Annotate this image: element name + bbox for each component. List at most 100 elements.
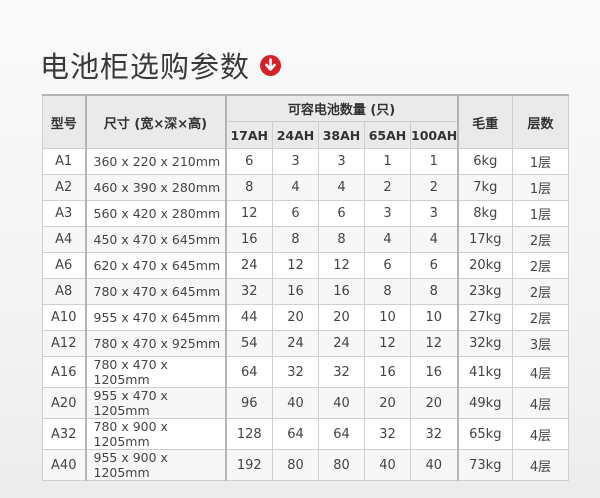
table-row: A16 780 x 470 x 1205mm 64 32 32 16 16 41kg 4层 xyxy=(42,356,570,388)
cell-layers: 2层 xyxy=(512,252,570,279)
cell-capacity: 16 xyxy=(225,226,273,253)
cell-weight: 6kg xyxy=(457,148,514,175)
header-capacity-17ah: 17AH xyxy=(225,121,273,149)
cell-capacity: 44 xyxy=(225,304,273,331)
page-title: 电池柜选购参数 xyxy=(40,44,282,86)
cell-capacity: 64 xyxy=(272,418,319,450)
cell-capacity: 64 xyxy=(318,418,365,450)
cell-capacity: 3 xyxy=(272,148,319,175)
cell-model: A3 xyxy=(42,200,87,227)
cell-weight: 49kg xyxy=(457,387,514,419)
cell-capacity: 32 xyxy=(364,418,411,450)
battery-cabinet-spec-table: 型号 尺寸 (宽×深×高) 可容电池数量 (只) 毛重 层数 17AH 24AH 3… xyxy=(42,94,570,481)
cell-model: A16 xyxy=(42,356,87,388)
cell-capacity: 64 xyxy=(225,356,273,388)
cell-layers: 3层 xyxy=(512,330,570,357)
cell-weight: 7kg xyxy=(457,174,514,201)
cell-capacity: 12 xyxy=(364,330,411,357)
cell-capacity: 20 xyxy=(364,387,411,419)
cell-layers: 4层 xyxy=(512,387,570,419)
cell-layers: 4层 xyxy=(512,449,570,481)
cell-capacity: 96 xyxy=(225,387,273,419)
table-row: A6 620 x 470 x 645mm 24 12 12 6 6 20kg 2层 xyxy=(42,252,570,279)
cell-capacity: 20 xyxy=(272,304,319,331)
cell-layers: 1层 xyxy=(512,174,570,201)
cell-model: A40 xyxy=(42,449,87,481)
table-row: A40 955 x 900 x 1205mm 192 80 80 40 40 73kg 4层 xyxy=(42,449,570,481)
table-row: A20 955 x 470 x 1205mm 96 40 40 20 20 49kg 4层 xyxy=(42,387,570,419)
cell-layers: 4层 xyxy=(512,356,570,388)
cell-weight: 17kg xyxy=(457,226,514,253)
cell-layers: 2层 xyxy=(512,226,570,253)
cell-capacity: 32 xyxy=(225,278,273,305)
cell-model: A1 xyxy=(42,148,87,175)
cell-capacity: 1 xyxy=(409,148,459,175)
cell-capacity: 6 xyxy=(225,148,273,175)
header-capacity-38ah: 38AH xyxy=(318,121,365,149)
cell-layers: 1层 xyxy=(512,148,570,175)
cell-capacity: 4 xyxy=(409,226,459,253)
cell-size: 955 x 470 x 1205mm xyxy=(85,387,227,419)
cell-size: 955 x 900 x 1205mm xyxy=(85,449,227,481)
cell-size: 560 x 420 x 280mm xyxy=(85,200,227,227)
cell-capacity: 12 xyxy=(318,252,365,279)
cell-weight: 73kg xyxy=(457,449,514,481)
cell-capacity: 16 xyxy=(364,356,411,388)
header-capacity-group: 可容电池数量 (只) xyxy=(224,94,459,122)
cell-capacity: 8 xyxy=(409,278,459,305)
cell-capacity: 40 xyxy=(409,449,459,481)
cell-model: A10 xyxy=(42,304,87,331)
cell-capacity: 2 xyxy=(409,174,459,201)
cell-capacity: 3 xyxy=(364,200,411,227)
cell-capacity: 10 xyxy=(364,304,411,331)
cell-weight: 65kg xyxy=(457,418,514,450)
cell-capacity: 24 xyxy=(272,330,319,357)
cell-capacity: 32 xyxy=(318,356,365,388)
cell-capacity: 16 xyxy=(272,278,319,305)
cell-capacity: 8 xyxy=(225,174,273,201)
cell-weight: 32kg xyxy=(457,330,514,357)
cell-capacity: 40 xyxy=(272,387,319,419)
cell-layers: 2层 xyxy=(512,278,570,305)
header-size: 尺寸 (宽×深×高) xyxy=(85,94,227,149)
table-row: A4 450 x 470 x 645mm 16 8 8 4 4 17kg 2层 xyxy=(42,226,570,253)
cell-capacity: 128 xyxy=(225,418,273,450)
cell-capacity: 16 xyxy=(409,356,459,388)
cell-size: 360 x 220 x 210mm xyxy=(85,148,227,175)
table-row: A1 360 x 220 x 210mm 6 3 3 1 1 6kg 1层 xyxy=(42,148,570,175)
cell-capacity: 12 xyxy=(409,330,459,357)
cell-capacity: 80 xyxy=(318,449,365,481)
cell-weight: 23kg xyxy=(457,278,514,305)
cell-model: A2 xyxy=(42,174,87,201)
cell-size: 955 x 470 x 645mm xyxy=(85,304,227,331)
cell-capacity: 24 xyxy=(225,252,273,279)
header-capacity-65ah: 65AH xyxy=(364,121,411,149)
table-row: A32 780 x 900 x 1205mm 128 64 64 32 32 65kg 4层 xyxy=(42,418,570,450)
cell-layers: 2层 xyxy=(512,304,570,331)
cell-capacity: 4 xyxy=(364,226,411,253)
cell-capacity: 2 xyxy=(364,174,411,201)
page-title-text: 电池柜选购参数 xyxy=(40,50,251,84)
cell-capacity: 6 xyxy=(272,200,319,227)
header-model: 型号 xyxy=(42,94,87,149)
cell-capacity: 32 xyxy=(409,418,459,450)
cell-capacity: 54 xyxy=(225,330,273,357)
cell-capacity: 6 xyxy=(364,252,411,279)
cell-capacity: 32 xyxy=(272,356,319,388)
table-row: A12 780 x 470 x 925mm 54 24 24 12 12 32kg 3层 xyxy=(42,330,570,357)
cell-capacity: 6 xyxy=(409,252,459,279)
cell-capacity: 8 xyxy=(318,226,365,253)
cell-weight: 27kg xyxy=(457,304,514,331)
cell-capacity: 6 xyxy=(318,200,365,227)
cell-capacity: 3 xyxy=(409,200,459,227)
cell-capacity: 1 xyxy=(364,148,411,175)
cell-capacity: 8 xyxy=(364,278,411,305)
cell-capacity: 20 xyxy=(409,387,459,419)
cell-size: 780 x 900 x 1205mm xyxy=(85,418,227,450)
cell-capacity: 192 xyxy=(225,449,273,481)
arrow-down-circle-icon xyxy=(260,54,282,76)
cell-capacity: 16 xyxy=(318,278,365,305)
cell-capacity: 3 xyxy=(318,148,365,175)
cell-capacity: 40 xyxy=(364,449,411,481)
cell-capacity: 40 xyxy=(318,387,365,419)
